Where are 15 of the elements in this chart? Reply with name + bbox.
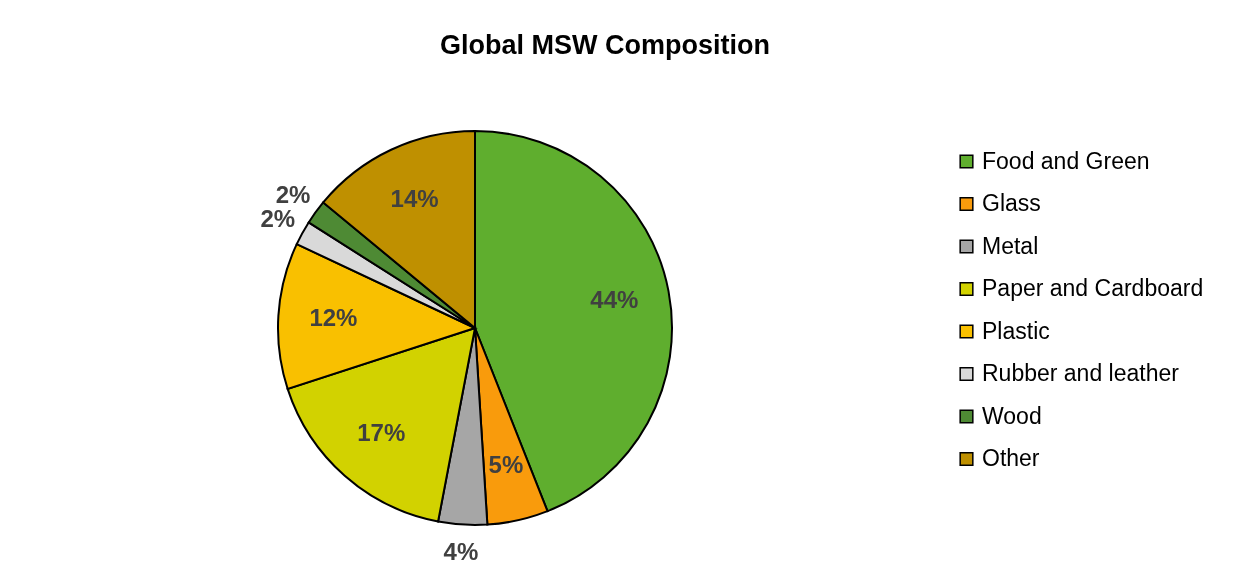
data-label: 12%: [309, 304, 358, 332]
legend-label: Rubber and leather: [982, 360, 1180, 386]
chart-title: Global MSW Composition: [440, 30, 770, 60]
legend-label: Paper and Cardboard: [982, 275, 1204, 301]
legend-label: Wood: [982, 402, 1042, 429]
legend-label: Other: [982, 445, 1040, 471]
data-label: 14%: [390, 184, 439, 212]
data-label: 44%: [590, 286, 639, 314]
data-label: 17%: [357, 419, 406, 447]
data-label: 4%: [443, 537, 479, 565]
legend-label: Metal: [982, 232, 1039, 259]
legend-label: Food and Green: [982, 147, 1150, 174]
legend-label: Plastic: [982, 317, 1050, 344]
data-label: 5%: [488, 451, 524, 479]
legend-label: Glass: [982, 190, 1041, 216]
